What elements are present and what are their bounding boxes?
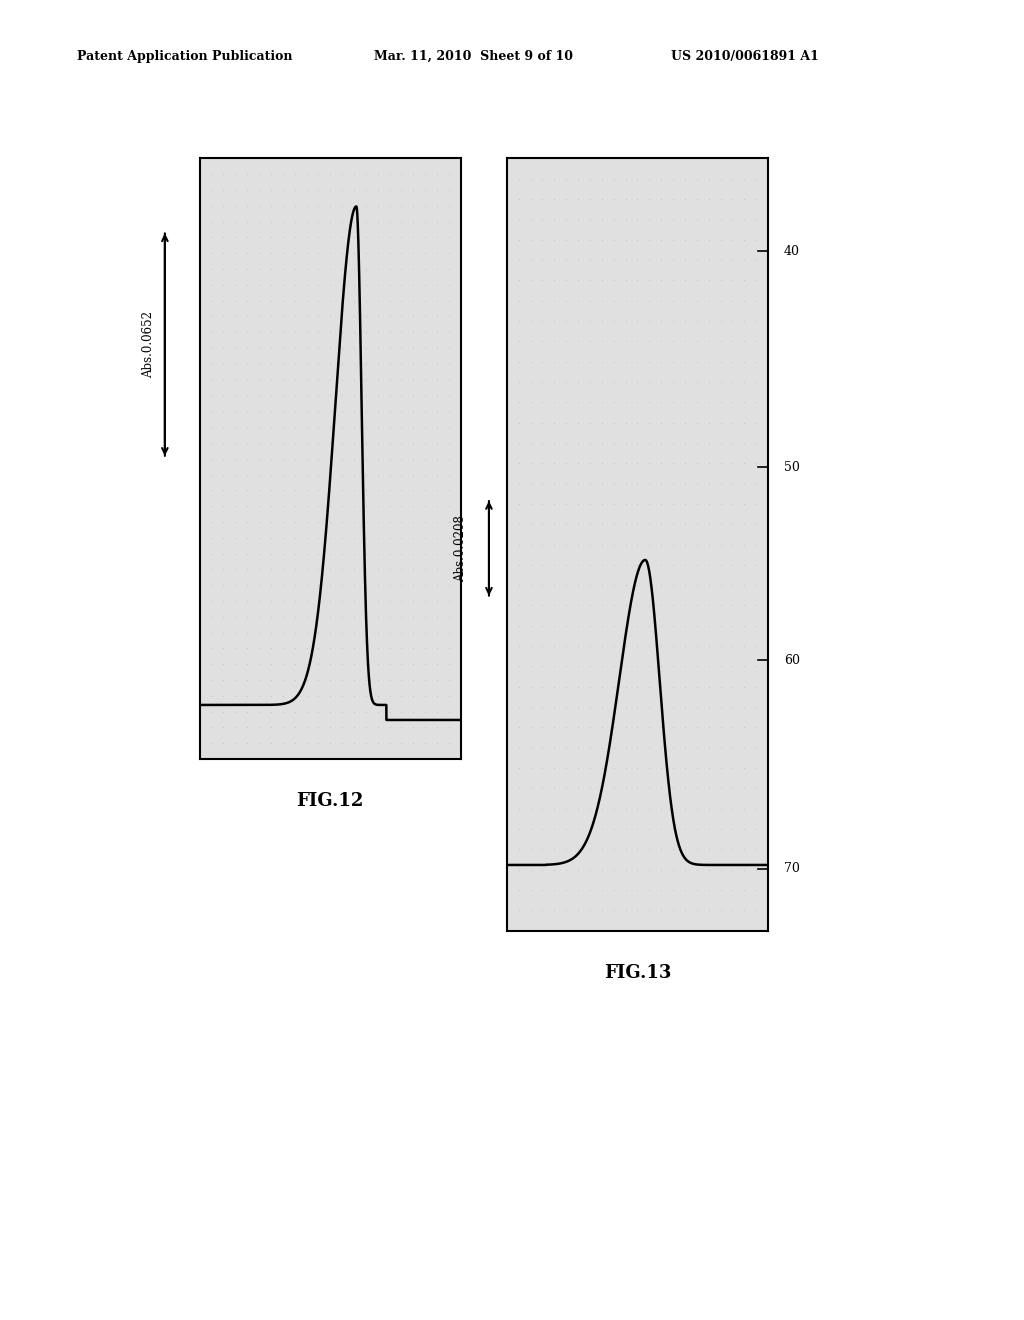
Text: Mar. 11, 2010  Sheet 9 of 10: Mar. 11, 2010 Sheet 9 of 10 xyxy=(374,50,572,63)
Text: Abs.0.0652: Abs.0.0652 xyxy=(142,312,156,378)
Text: US 2010/0061891 A1: US 2010/0061891 A1 xyxy=(671,50,818,63)
Text: FIG.12: FIG.12 xyxy=(297,792,364,810)
Text: 40: 40 xyxy=(783,244,800,257)
Text: 50: 50 xyxy=(783,461,800,474)
Text: Abs.0.0208: Abs.0.0208 xyxy=(454,515,467,582)
Text: 70: 70 xyxy=(783,862,800,875)
Text: 60: 60 xyxy=(783,653,800,667)
Text: FIG.13: FIG.13 xyxy=(604,964,671,982)
Text: Patent Application Publication: Patent Application Publication xyxy=(77,50,292,63)
